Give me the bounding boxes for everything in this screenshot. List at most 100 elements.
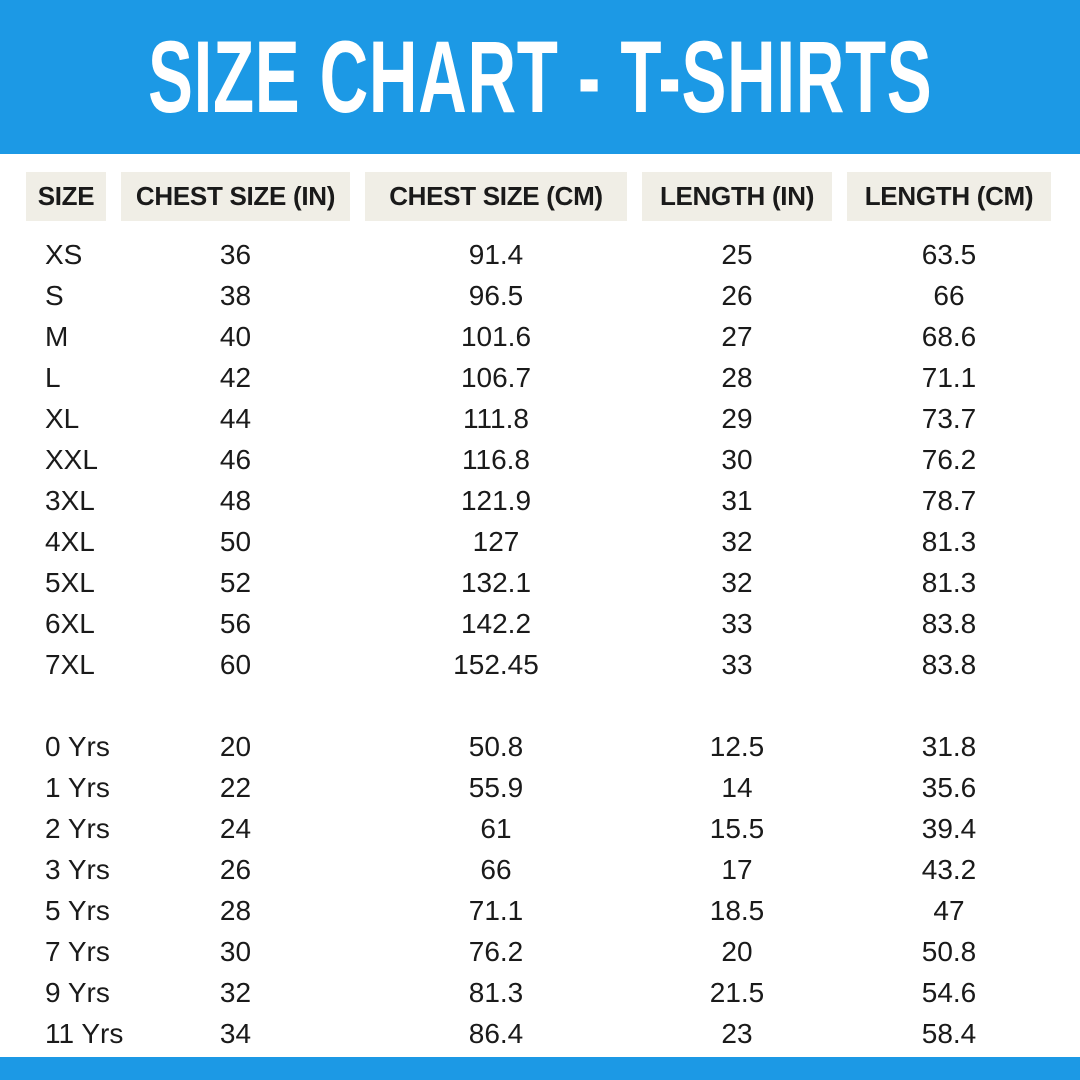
column-header-length-in: LENGTH (IN) xyxy=(642,172,832,221)
chest-in-cell: 24 xyxy=(219,813,252,844)
length-cm-cell: 54.6 xyxy=(921,977,977,1008)
size-cell: 11 Yrs xyxy=(45,1018,124,1049)
chest-in-cell: 40 xyxy=(219,321,252,352)
table-row: 9 Yrs 32 81.3 21.5 54.6 xyxy=(26,972,1051,1013)
length-in-cell: 31 xyxy=(721,485,753,516)
size-cell: 3XL xyxy=(45,485,95,516)
chest-in-cell: 20 xyxy=(219,731,252,762)
table-row: XS 36 91.4 25 63.5 xyxy=(26,234,1051,275)
length-in-cell: 26 xyxy=(721,280,753,311)
chest-cm-cell: 142.2 xyxy=(460,608,532,639)
chest-cm-cell: 121.9 xyxy=(460,485,532,516)
size-cell: 7XL xyxy=(45,649,95,680)
chest-in-cell: 30 xyxy=(219,936,252,967)
table-row: 6XL 56 142.2 33 83.8 xyxy=(26,603,1051,644)
length-cm-cell: 58.4 xyxy=(921,1018,977,1049)
column-header-chest-in: CHEST SIZE (IN) xyxy=(121,172,350,221)
bottom-strip xyxy=(0,1057,1080,1080)
chest-in-cell: 38 xyxy=(219,280,252,311)
table-row: XXL 46 116.8 30 76.2 xyxy=(26,439,1051,480)
table-row: M 40 101.6 27 68.6 xyxy=(26,316,1051,357)
table-row: 0 Yrs 20 50.8 12.5 31.8 xyxy=(26,726,1051,767)
length-cm-cell: 81.3 xyxy=(921,567,977,598)
table-row: 1 Yrs 22 55.9 14 35.6 xyxy=(26,767,1051,808)
chest-in-cell: 56 xyxy=(219,608,252,639)
length-cm-cell: 39.4 xyxy=(921,813,977,844)
length-in-cell: 21.5 xyxy=(709,977,765,1008)
length-cm-cell: 83.8 xyxy=(921,649,977,680)
length-cm-cell: 68.6 xyxy=(921,321,977,352)
chest-in-cell: 36 xyxy=(219,239,252,270)
length-in-cell: 20 xyxy=(721,936,753,967)
length-in-cell: 12.5 xyxy=(709,731,765,762)
size-cell: 7 Yrs xyxy=(45,936,110,967)
size-cell: XL xyxy=(45,403,80,434)
chest-in-cell: 50 xyxy=(219,526,252,557)
chest-in-cell: 22 xyxy=(219,772,252,803)
length-cm-cell: 50.8 xyxy=(921,936,977,967)
chest-cm-cell: 91.4 xyxy=(468,239,524,270)
chest-cm-cell: 101.6 xyxy=(460,321,532,352)
table-row: L 42 106.7 28 71.1 xyxy=(26,357,1051,398)
length-in-cell: 33 xyxy=(721,608,753,639)
chest-in-cell: 48 xyxy=(219,485,252,516)
length-cm-cell: 73.7 xyxy=(921,403,977,434)
chest-in-cell: 32 xyxy=(219,977,252,1008)
length-in-cell: 15.5 xyxy=(709,813,765,844)
chest-cm-cell: 116.8 xyxy=(462,444,530,475)
chest-cm-cell: 111.8 xyxy=(463,403,529,434)
chest-cm-cell: 127 xyxy=(472,526,520,557)
chest-cm-cell: 132.1 xyxy=(460,567,532,598)
size-cell: S xyxy=(45,280,64,311)
table-row: XL 44 111.8 29 73.7 xyxy=(26,398,1051,439)
table-row: 2 Yrs 24 61 15.5 39.4 xyxy=(26,808,1051,849)
column-header-chest-cm: CHEST SIZE (CM) xyxy=(365,172,627,221)
length-in-cell: 29 xyxy=(721,403,753,434)
size-cell: 2 Yrs xyxy=(45,813,110,844)
chest-in-cell: 44 xyxy=(219,403,252,434)
size-cell: 5XL xyxy=(45,567,95,598)
chest-cm-cell: 106.7 xyxy=(460,362,532,393)
chest-cm-cell: 50.8 xyxy=(468,731,524,762)
column-header-size: SIZE xyxy=(26,172,106,221)
chest-cm-cell: 66 xyxy=(480,854,512,885)
length-cm-cell: 83.8 xyxy=(921,608,977,639)
table-row: 3 Yrs 26 66 17 43.2 xyxy=(26,849,1051,890)
length-in-cell: 32 xyxy=(721,567,753,598)
length-cm-cell: 78.7 xyxy=(921,485,977,516)
length-in-cell: 23 xyxy=(721,1018,753,1049)
chest-cm-cell: 86.4 xyxy=(468,1018,524,1049)
table-row: 5 Yrs 28 71.1 18.5 47 xyxy=(26,890,1051,931)
table-row: 7 Yrs 30 76.2 20 50.8 xyxy=(26,931,1051,972)
title-banner: SIZE CHART - T-SHIRTS xyxy=(0,0,1080,154)
column-header-length-cm: LENGTH (CM) xyxy=(847,172,1051,221)
size-cell: L xyxy=(45,362,61,393)
table-body: XS 36 91.4 25 63.5 S 38 96.5 26 66 M 40 101.6 27 68.6 L… xyxy=(0,234,1080,1054)
chest-cm-cell: 96.5 xyxy=(468,280,524,311)
size-cell: 3 Yrs xyxy=(45,854,110,885)
size-cell: XXL xyxy=(45,444,98,475)
length-cm-cell: 35.6 xyxy=(921,772,977,803)
chest-cm-cell: 55.9 xyxy=(468,772,524,803)
length-cm-cell: 63.5 xyxy=(921,239,977,270)
length-cm-cell: 43.2 xyxy=(921,854,977,885)
chest-cm-cell: 71.1 xyxy=(468,895,524,926)
length-in-cell: 28 xyxy=(721,362,753,393)
table-row: 11 Yrs 34 86.4 23 58.4 xyxy=(26,1013,1051,1054)
section-spacer xyxy=(0,685,1080,726)
chest-in-cell: 26 xyxy=(219,854,252,885)
table-row: 7XL 60 152.45 33 83.8 xyxy=(26,644,1051,685)
table-row: 5XL 52 132.1 32 81.3 xyxy=(26,562,1051,603)
table-header-row: SIZE CHEST SIZE (IN) CHEST SIZE (CM) LEN… xyxy=(26,172,1051,221)
chest-in-cell: 46 xyxy=(219,444,252,475)
chest-cm-cell: 81.3 xyxy=(468,977,524,1008)
chest-in-cell: 42 xyxy=(219,362,252,393)
length-cm-cell: 47 xyxy=(933,895,965,926)
length-cm-cell: 31.8 xyxy=(921,731,977,762)
table-row: 3XL 48 121.9 31 78.7 xyxy=(26,480,1051,521)
length-in-cell: 27 xyxy=(721,321,753,352)
size-cell: M xyxy=(45,321,69,352)
length-in-cell: 25 xyxy=(721,239,753,270)
length-in-cell: 14 xyxy=(721,772,753,803)
chest-in-cell: 60 xyxy=(219,649,252,680)
